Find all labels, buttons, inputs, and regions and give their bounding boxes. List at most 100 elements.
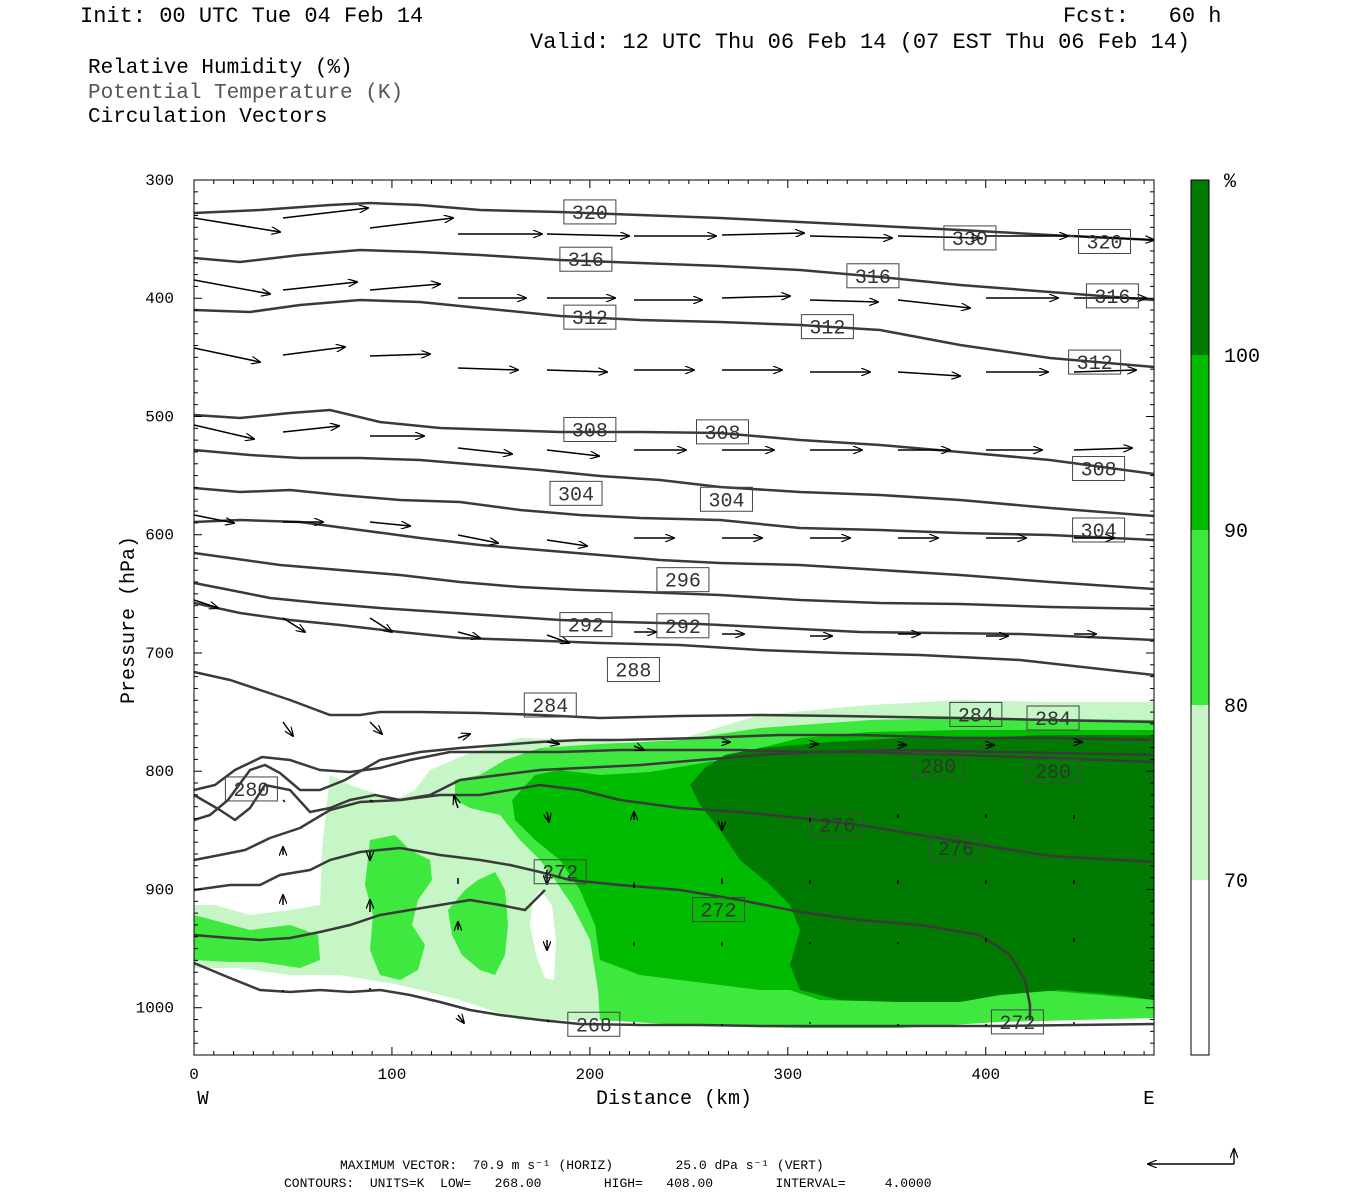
contour-label: 284: [532, 696, 568, 719]
wind-vector: [721, 296, 790, 298]
contour-label: 292: [568, 616, 604, 639]
contour-label: 308: [704, 423, 740, 446]
contour-label-box: [1026, 705, 1080, 731]
theta-contour-1: [194, 201, 1154, 242]
y-tick-label: 800: [145, 763, 174, 781]
contour-label-box: [929, 835, 983, 861]
contour-label-box: [695, 419, 749, 445]
contour-label: 304: [708, 490, 744, 513]
rh-80-west-3: [194, 915, 320, 968]
contour-label-box: [943, 225, 997, 251]
colorbar-label: 80: [1224, 696, 1248, 719]
wind-vector: [546, 634, 569, 643]
contour-label: 304: [1081, 521, 1117, 544]
wind-vector: [457, 368, 518, 370]
wind-vector: [282, 208, 368, 219]
contour-label-box: [1068, 349, 1122, 375]
contour-label-box: [549, 480, 603, 506]
wind-vector: [546, 370, 607, 372]
wind-vector: [282, 347, 345, 356]
colorbar: % 70 80 90 100: [1190, 171, 1260, 1056]
contour-label: 312: [572, 308, 608, 331]
rh-100-region: [690, 735, 1154, 1002]
contour-label-box: [1072, 517, 1126, 543]
forecast-hour: Fcst: 60 h: [1063, 4, 1222, 29]
contour-label-box: [1072, 456, 1126, 482]
wind-vector: [897, 236, 980, 238]
x-end-label-west: W: [197, 1088, 209, 1110]
contour-label-box: [699, 486, 753, 512]
contour-label: 272: [999, 1013, 1035, 1036]
contour-label-box: [606, 657, 660, 683]
contour-label: 308: [572, 420, 608, 443]
x-tick-label: 100: [378, 1066, 407, 1084]
legend-vectors: Circulation Vectors: [88, 106, 328, 129]
contour-label: 280: [233, 780, 269, 803]
contour-label-box: [846, 263, 900, 289]
contour-label: 284: [958, 705, 994, 728]
theta-contour-5: [194, 448, 1154, 518]
x-tick-label: 300: [773, 1066, 802, 1084]
x-tick-label: 200: [575, 1066, 604, 1084]
wind-vector: [546, 742, 559, 744]
contour-label: 280: [920, 756, 956, 779]
y-axis-label: Pressure (hPa): [118, 536, 141, 704]
contour-label-box: [563, 199, 617, 225]
wind-vector: [546, 449, 599, 456]
wind-vector: [457, 631, 480, 638]
wind-vector: [1073, 235, 1154, 240]
axis-ticks: 300 400 500 600 700 800 900 1000 0 100 200 300 400: [136, 172, 1154, 1084]
wind-vector: [369, 218, 453, 229]
wind-vector: [547, 811, 549, 822]
contour-label: 280: [1035, 762, 1071, 785]
contour-label-box: [523, 692, 577, 718]
wind-vector: [546, 234, 629, 236]
contour-info: CONTOURS: UNITS=K LOW= 268.00 HIGH= 408.…: [284, 1176, 932, 1191]
wind-vector: [369, 284, 440, 291]
y-tick-label: 900: [145, 881, 174, 899]
contour-label-box: [559, 246, 613, 272]
y-tick-label: 700: [145, 645, 174, 663]
colorbar-band-none: [1191, 880, 1209, 1055]
y-tick-label: 600: [145, 527, 174, 545]
wind-vector: [194, 424, 254, 439]
wind-vector: [633, 746, 644, 750]
theta-contour-15: [194, 783, 1154, 864]
wind-vector: [282, 426, 339, 433]
x-tick-label: 0: [189, 1066, 199, 1084]
wind-vector: [809, 300, 878, 302]
wind-vector: [194, 279, 270, 294]
wind-vector: [194, 599, 218, 608]
colorbar-unit: %: [1224, 171, 1237, 194]
colorbar-top-band: [1191, 180, 1209, 355]
contour-label: 284: [1035, 709, 1071, 732]
circulation-vectors: [194, 208, 1154, 1026]
theta-contour-2: [194, 248, 1154, 302]
theta-contours: [194, 201, 1154, 1028]
theta-contour-17: [194, 889, 546, 942]
contour-label-box: [990, 1009, 1044, 1035]
wind-vector: [457, 734, 470, 738]
rh-80-west-2: [448, 872, 508, 975]
contour-label: 316: [855, 267, 891, 290]
colorbar-band-70: [1191, 705, 1209, 880]
wind-vector: [809, 236, 892, 238]
theta-contour-11: [194, 670, 1154, 724]
colorbar-label: 70: [1224, 871, 1248, 894]
wind-vector: [897, 371, 960, 376]
x-tick-label: 400: [971, 1066, 1000, 1084]
contour-label-box: [533, 859, 587, 885]
wind-vector: [369, 617, 392, 632]
contour-label: 308: [1081, 460, 1117, 483]
max-vector-info: MAXIMUM VECTOR: 70.9 m s⁻¹ (HORIZ) 25.0 …: [340, 1158, 824, 1173]
contour-label-box: [692, 897, 746, 923]
contour-label: 272: [542, 863, 578, 886]
contour-label: 312: [809, 318, 845, 341]
wind-vector: [369, 522, 410, 526]
wind-vector: [369, 799, 374, 803]
x-end-label-east: E: [1143, 1088, 1154, 1110]
contour-label-box: [224, 776, 278, 802]
contour-label: 276: [819, 815, 855, 838]
init-time: Init: 00 UTC Tue 04 Feb 14: [80, 4, 424, 29]
y-tick-label: 500: [145, 408, 174, 426]
